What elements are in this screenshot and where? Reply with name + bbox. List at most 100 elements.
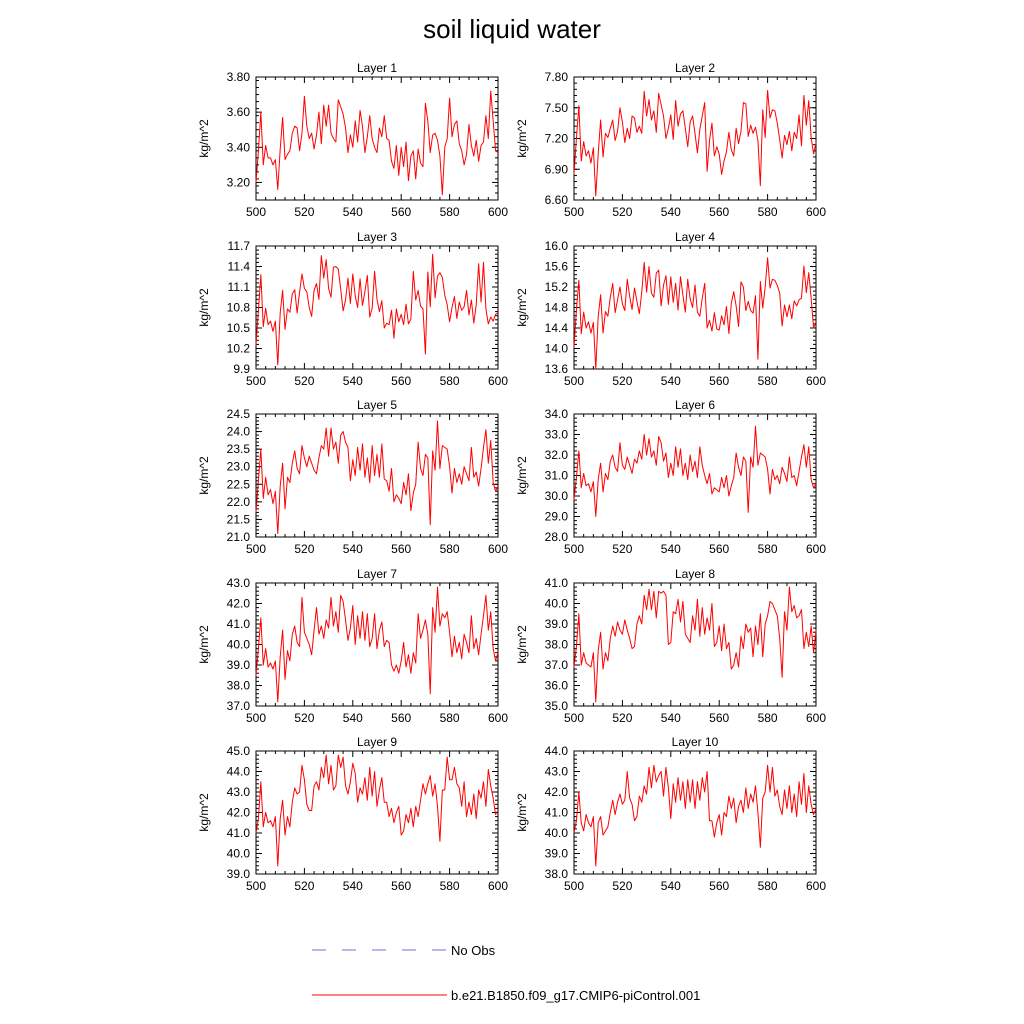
panel-1-series-line [255, 90, 499, 196]
panel-2-ytick-label: 6.60 [545, 193, 569, 207]
panel-5-ylabel: kg/m^2 [197, 456, 211, 495]
panel-3-ytick-label: 11.7 [228, 239, 251, 253]
legend-no-obs-label: No Obs [451, 943, 496, 958]
panel-10-ytick-label: 42.0 [545, 785, 569, 799]
panel-7-ytick-label: 43.0 [227, 576, 251, 590]
panel-2-ytick-label: 7.20 [545, 132, 569, 146]
panel-6-ytick-label: 31.0 [545, 469, 569, 483]
panel-3-ytick-label: 9.9 [233, 362, 250, 376]
panel-7-xtick-label: 540 [343, 711, 363, 725]
panel-1-title: Layer 1 [357, 61, 397, 75]
panel-9-ytick-label: 42.0 [227, 806, 251, 820]
panel-8-ytick-label: 40.0 [545, 597, 569, 611]
panel-9-xtick-label: 560 [391, 879, 411, 893]
panel-7-xtick-label: 520 [294, 711, 314, 725]
panel-10-ytick-label: 40.0 [545, 826, 569, 840]
panel-10-xtick-label: 500 [564, 879, 584, 893]
panel-10-xtick-label: 600 [806, 879, 826, 893]
panel-5-title: Layer 5 [357, 398, 397, 412]
panel-2-series-line [573, 89, 817, 197]
panel-7-ytick-label: 42.0 [227, 597, 251, 611]
panel-4-xtick-label: 520 [612, 374, 632, 388]
panel-2-ytick-label: 6.90 [545, 162, 569, 176]
panel-4-ytick-label: 13.6 [545, 362, 569, 376]
panel-10-ytick-label: 41.0 [545, 806, 569, 820]
panel-10-xtick-label: 540 [661, 879, 681, 893]
panel-6-ytick-label: 33.0 [545, 428, 569, 442]
panel-8-ytick-label: 35.0 [545, 699, 569, 713]
panel-6-ytick-label: 30.0 [545, 489, 569, 503]
panel-9-ytick-label: 40.0 [227, 847, 251, 861]
panel-9-ytick-label: 44.0 [227, 765, 251, 779]
panel-8-ytick-label: 37.0 [545, 658, 569, 672]
panel-4-xtick-label: 580 [758, 374, 778, 388]
panel-5-xtick-label: 560 [391, 542, 411, 556]
panel-3-xtick-label: 500 [246, 374, 266, 388]
panel-4-ytick-label: 14.0 [545, 342, 569, 356]
panel-9-frame [255, 750, 499, 875]
panel-6-ylabel: kg/m^2 [515, 456, 529, 495]
panel-4-xtick-label: 500 [564, 374, 584, 388]
panel-7-series-line [255, 586, 499, 703]
panel-10-xtick-label: 580 [758, 879, 778, 893]
panel-6-xtick-label: 600 [806, 542, 826, 556]
panel-3-xtick-label: 600 [488, 374, 508, 388]
panel-3-title: Layer 3 [357, 230, 397, 244]
panel-3-ytick-label: 10.2 [227, 342, 251, 356]
panel-5-ytick-label: 23.0 [227, 460, 251, 474]
chart-title: soil liquid water [423, 14, 601, 44]
panel-9-xtick-label: 520 [294, 879, 314, 893]
panel-3-ytick-label: 10.8 [227, 301, 251, 315]
panel-4-ytick-label: 15.2 [545, 280, 569, 294]
panel-9-xtick-label: 540 [343, 879, 363, 893]
panel-9-ytick-label: 45.0 [227, 744, 251, 758]
panel-5-xtick-label: 520 [294, 542, 314, 556]
panel-5-xtick-label: 500 [246, 542, 266, 556]
panel-4-ylabel: kg/m^2 [515, 288, 529, 327]
panel-1-xtick-label: 520 [294, 205, 314, 219]
panel-5-ytick-label: 23.5 [227, 442, 251, 456]
panel-8-xtick-label: 520 [612, 711, 632, 725]
panel-3-frame [255, 245, 499, 370]
panel-6-ytick-label: 28.0 [545, 530, 569, 544]
panel-7-ylabel: kg/m^2 [197, 625, 211, 664]
panel-5-xtick-label: 540 [343, 542, 363, 556]
panel-4-ytick-label: 14.8 [545, 301, 569, 315]
panel-8-ylabel: kg/m^2 [515, 625, 529, 664]
panel-6-xtick-label: 580 [758, 542, 778, 556]
panel-10-title: Layer 10 [672, 735, 719, 749]
panel-9-title: Layer 9 [357, 735, 397, 749]
panel-7-xtick-label: 600 [488, 711, 508, 725]
panel-7-xtick-label: 560 [391, 711, 411, 725]
panel-2-ylabel: kg/m^2 [515, 119, 529, 158]
panel-8-ytick-label: 38.0 [545, 638, 569, 652]
panel-7-ytick-label: 39.0 [227, 658, 251, 672]
panel-2-title: Layer 2 [675, 61, 715, 75]
panel-7-ytick-label: 41.0 [227, 617, 251, 631]
panel-1-ytick-label: 3.60 [227, 105, 251, 119]
panel-10-ytick-label: 39.0 [545, 847, 569, 861]
panel-7-ytick-label: 40.0 [227, 638, 251, 652]
panel-5-ytick-label: 24.0 [227, 425, 251, 439]
panel-5-ytick-label: 21.0 [227, 530, 251, 544]
panel-6-xtick-label: 500 [564, 542, 584, 556]
panel-5-ytick-label: 21.5 [227, 512, 251, 526]
panel-5-xtick-label: 580 [440, 542, 460, 556]
panel-4-xtick-label: 560 [709, 374, 729, 388]
panel-7-title: Layer 7 [357, 567, 397, 581]
panel-8-title: Layer 8 [675, 567, 715, 581]
panel-4-ytick-label: 15.6 [545, 260, 569, 274]
panel-3-xtick-label: 520 [294, 374, 314, 388]
panel-8-series-line [573, 586, 817, 703]
panel-6-title: Layer 6 [675, 398, 715, 412]
panel-10-xtick-label: 520 [612, 879, 632, 893]
panel-4-xtick-label: 540 [661, 374, 681, 388]
panel-4-ytick-label: 16.0 [545, 239, 569, 253]
panel-6-xtick-label: 540 [661, 542, 681, 556]
panel-4-series-line [573, 257, 817, 370]
panel-3-ytick-label: 10.5 [227, 321, 251, 335]
panel-10-series-line [573, 764, 817, 867]
panel-2-xtick-label: 580 [758, 205, 778, 219]
panel-8-ytick-label: 41.0 [545, 576, 569, 590]
panel-9-series-line [255, 754, 499, 867]
